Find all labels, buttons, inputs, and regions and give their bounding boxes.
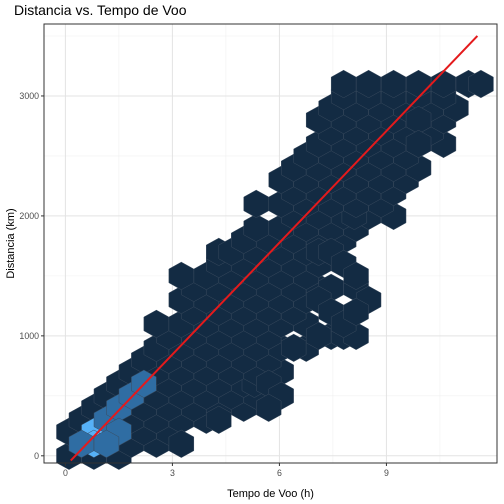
y-tick-label: 1000	[19, 331, 39, 341]
x-axis-title: Tempo de Voo (h)	[227, 488, 314, 500]
hexbin-cell	[405, 129, 432, 158]
hexbin-cell	[206, 405, 232, 434]
chart-title: Distancia vs. Tempo de Voo	[14, 2, 187, 18]
hexbin-layer	[56, 69, 494, 470]
x-tick-label: 3	[170, 468, 175, 478]
y-axis-title: Distancia (km)	[5, 208, 17, 278]
hexbin-cell	[168, 429, 195, 458]
hexbin-cell	[343, 297, 369, 326]
y-tick-label: 3000	[19, 91, 39, 101]
y-tick-label: 0	[34, 451, 39, 461]
hexbin-cell	[343, 261, 369, 290]
y-tick-label: 2000	[19, 211, 39, 221]
x-tick-label: 0	[63, 468, 68, 478]
hexbin-cell	[468, 69, 494, 99]
x-tick-label: 9	[384, 468, 389, 478]
fit-line-layer	[70, 35, 479, 462]
x-tick-label: 6	[277, 468, 282, 478]
axes-layer: 0 3 6 9 0 1000 2000 3000 Tempo de Voo (h) Distanc…	[5, 23, 498, 500]
panel-border	[43, 23, 498, 464]
fit-line	[70, 35, 479, 462]
hexbin-cell	[281, 333, 307, 362]
hexbin-cell	[256, 393, 282, 422]
